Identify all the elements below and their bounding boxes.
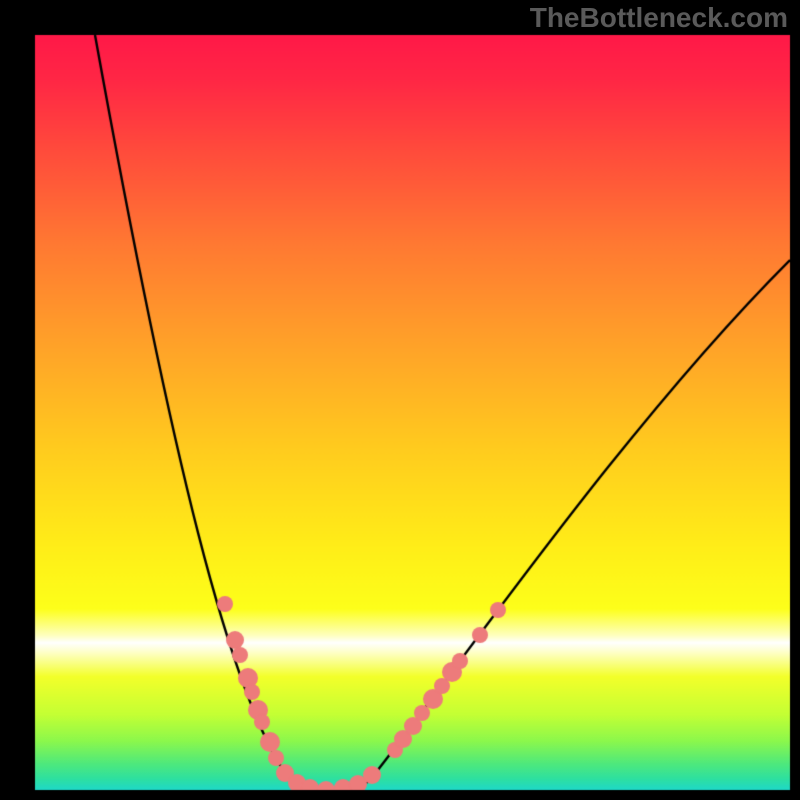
watermark-text: TheBottleneck.com (530, 2, 788, 34)
bottleneck-chart-canvas (0, 0, 800, 800)
